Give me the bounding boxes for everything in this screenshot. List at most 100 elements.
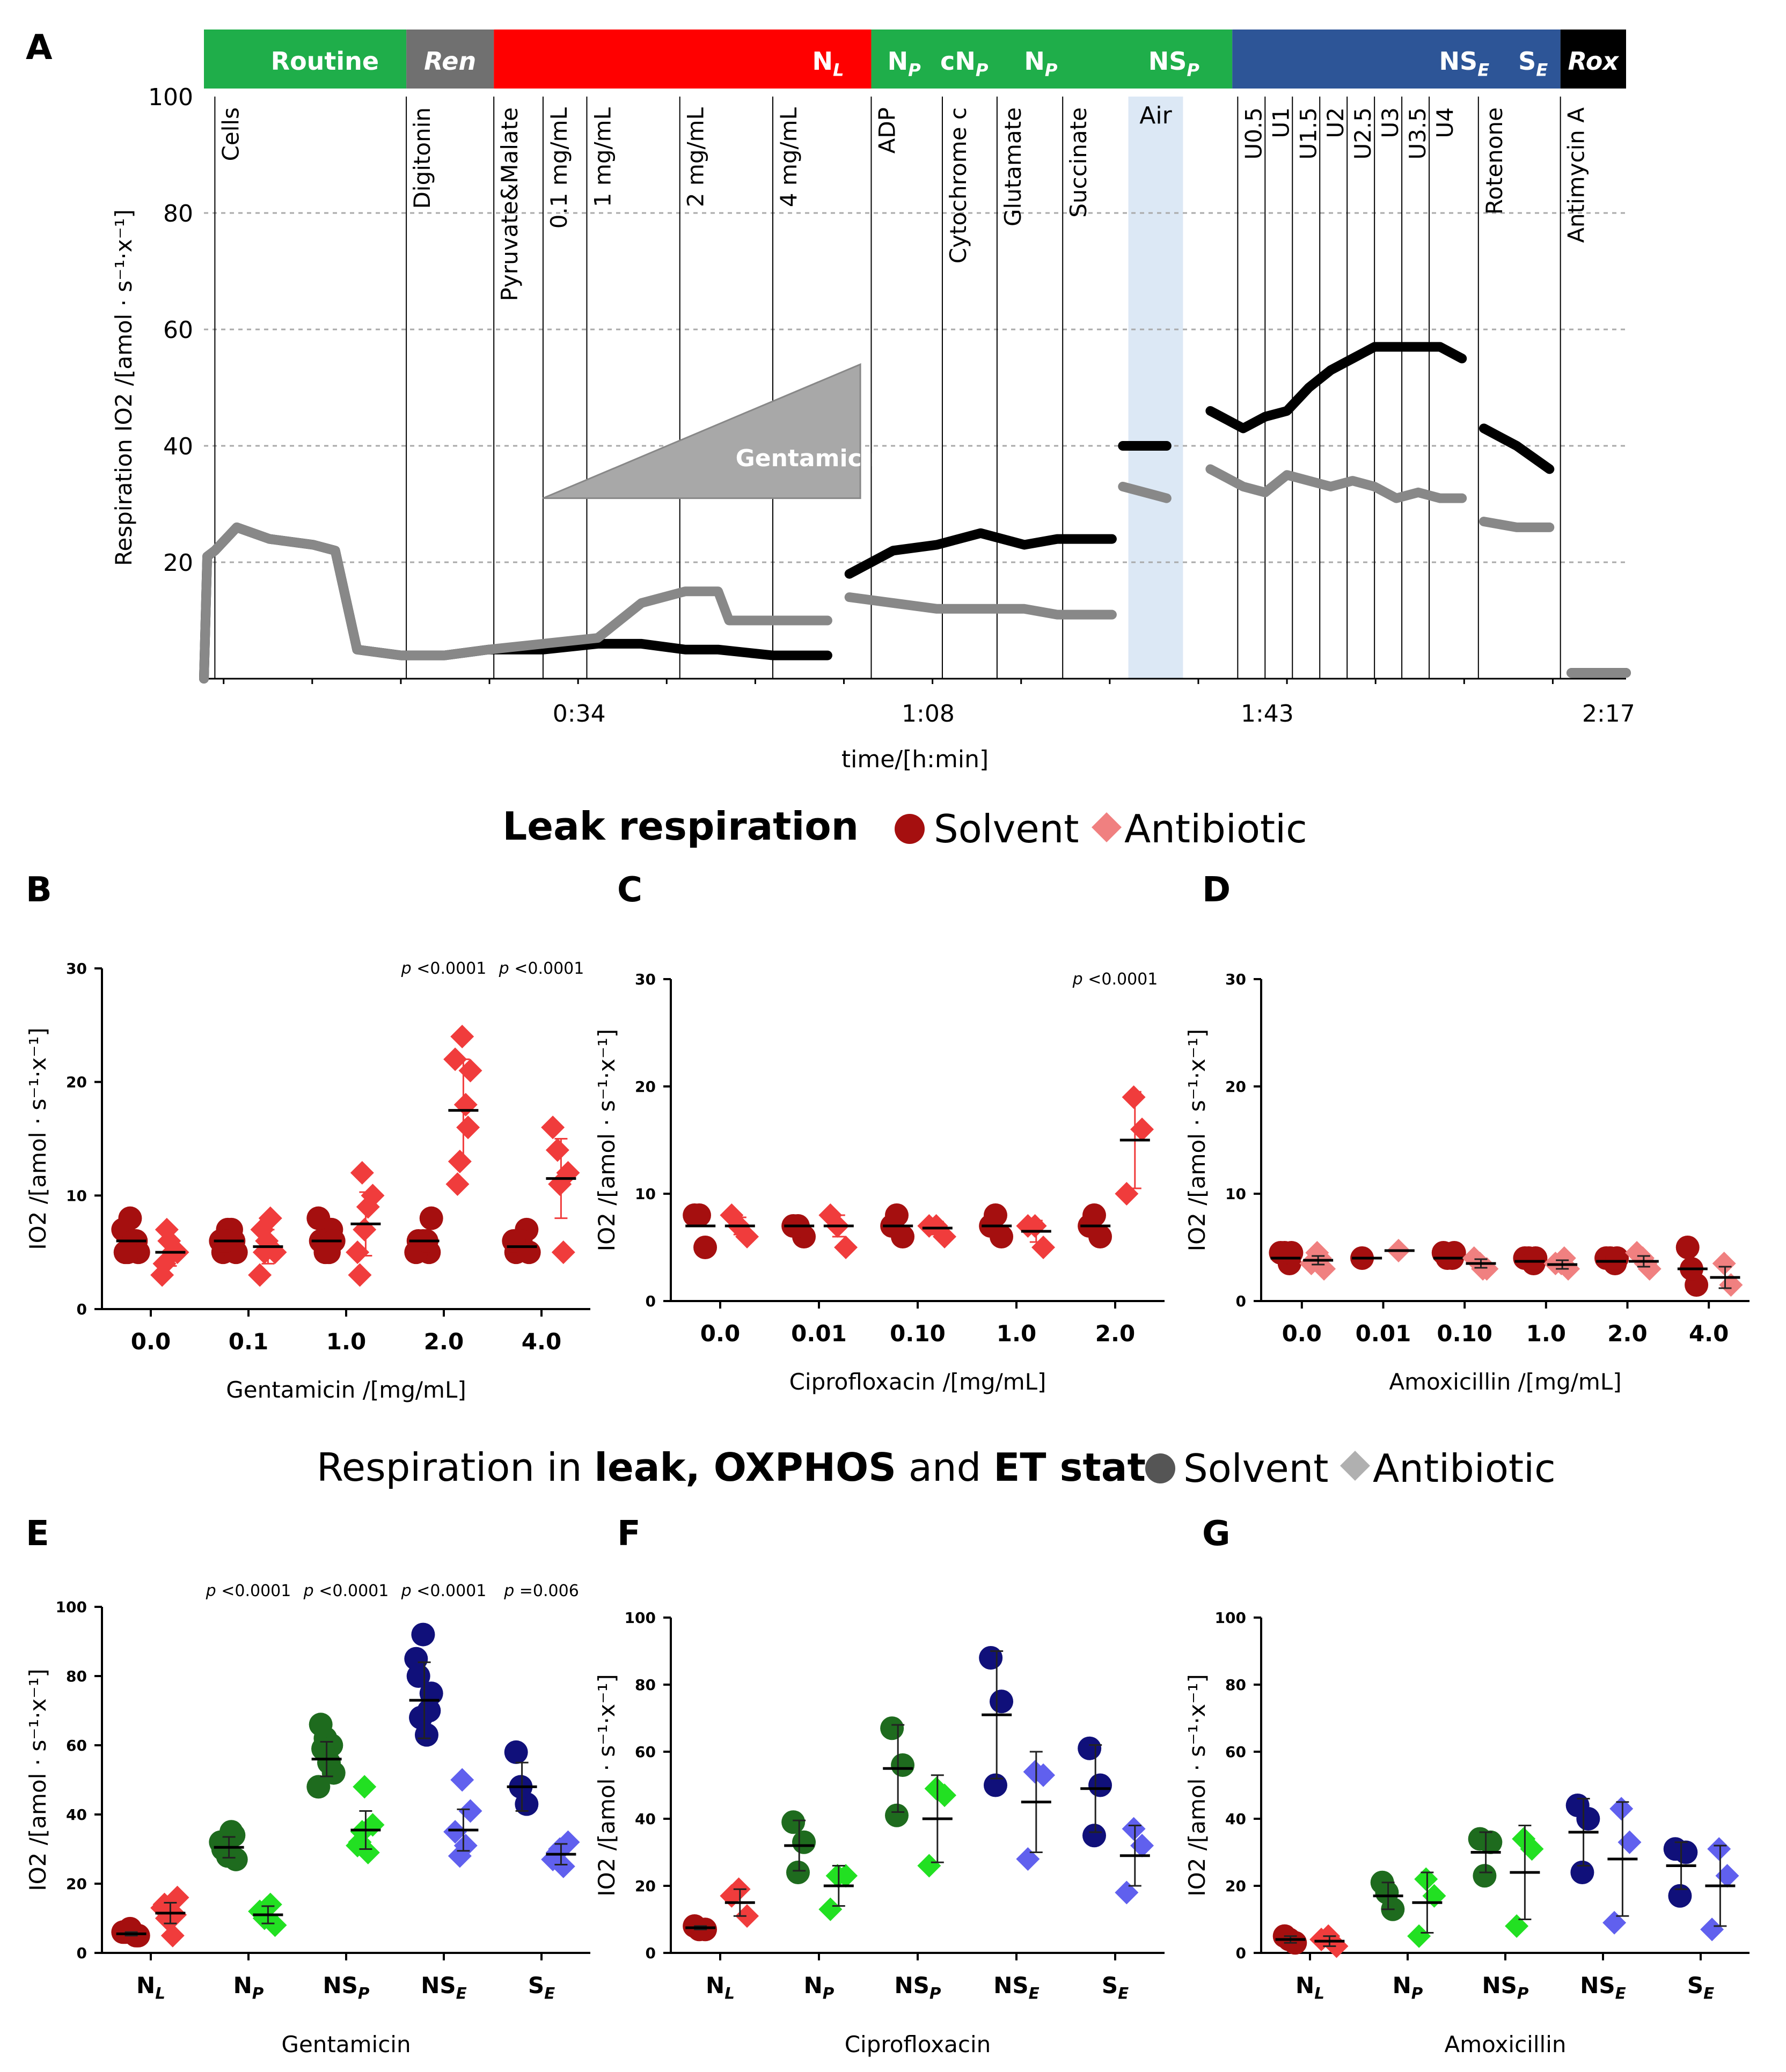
x-tick-label: 0.0 — [131, 1328, 171, 1355]
y-tick-label: 0 — [77, 1300, 87, 1318]
solvent-point — [504, 1740, 528, 1764]
x-tick-label-main: S — [1687, 1972, 1703, 1998]
x-tick-label-main: N — [1393, 1972, 1411, 1998]
state-bar-segment — [1232, 30, 1561, 89]
x-tick-label-main: N — [233, 1972, 252, 1998]
x-tick-label: 0.10 — [890, 1320, 946, 1347]
states-legend-part: Respiration in — [317, 1445, 594, 1490]
antibiotic-point — [1122, 1817, 1146, 1841]
antibiotic-point — [541, 1115, 565, 1140]
solvent-point — [1674, 1840, 1698, 1864]
solvent-point — [1668, 1884, 1692, 1908]
antibiotic-point — [545, 1840, 569, 1864]
y-axis-title: Respiration IO2 /[amol · s⁻¹·x⁻¹] — [111, 209, 137, 566]
p-value: <0.0001 — [412, 959, 487, 978]
y-tick-label: 20 — [635, 1078, 656, 1096]
y-tick-label: 60 — [66, 1737, 87, 1754]
state-label-main: S — [1518, 47, 1536, 76]
y-axis-title: IO2 /[amol · s⁻¹·x⁻¹] — [25, 1027, 51, 1250]
x-tick-label: 1.0 — [997, 1320, 1036, 1347]
x-tick-label: NSP — [323, 1972, 370, 2003]
solvent-point — [884, 1203, 909, 1227]
event-label: 0.1 mg/mL — [546, 107, 572, 229]
x-tick-label-main: S — [528, 1972, 544, 1998]
y-tick-label: 40 — [163, 433, 193, 460]
air-region — [1128, 97, 1183, 679]
solvent-point — [983, 1203, 1007, 1227]
x-axis-title: Amoxicillin /[mg/mL] — [1389, 1369, 1621, 1395]
solvent-point — [1473, 1864, 1497, 1888]
event-label: Pyruvate&Malate — [496, 107, 523, 301]
state-label-main: NS — [1439, 47, 1478, 76]
state-label-sub: P — [976, 60, 989, 80]
states-legend: Respiration in leak, OXPHOS and ET state… — [317, 1445, 1556, 1491]
x-tick-label-main: S — [1102, 1972, 1118, 1998]
solvent-point — [1605, 1246, 1629, 1270]
event-label: U4 — [1432, 107, 1458, 138]
event-label: U1.5 — [1295, 107, 1321, 160]
x-tick-label-sub: P — [252, 1985, 264, 2003]
x-axis-title: Gentamicin — [281, 2031, 411, 2058]
p-value-label: p <0.0001 — [1072, 970, 1158, 989]
x-tick-label-main: NS — [421, 1972, 456, 1998]
solvent-point — [786, 1861, 810, 1884]
antibiotic-point — [1130, 1834, 1154, 1857]
y-tick-label: 80 — [1225, 1676, 1246, 1694]
solvent-point — [979, 1646, 1003, 1670]
p-value: <0.0001 — [509, 959, 584, 978]
panel-letter-a: A — [26, 28, 53, 68]
antibiotic-point — [350, 1161, 374, 1185]
state-label-sub: L — [833, 60, 844, 80]
legend-solvent-marker — [895, 814, 925, 844]
legend-antibiotic-label: Antibiotic — [1373, 1446, 1556, 1491]
antibiotic-point — [1700, 1917, 1724, 1942]
solvent-point — [317, 1240, 341, 1265]
p-value-label: p <0.0001 — [401, 1582, 487, 1600]
y-tick-label: 80 — [66, 1667, 87, 1685]
solvent-point — [983, 1773, 1007, 1797]
x-tick-label: SE — [1687, 1972, 1714, 2003]
antibiotic-point — [545, 1138, 569, 1162]
solvent-point — [1478, 1830, 1503, 1854]
solvent-point — [1375, 1880, 1399, 1905]
panel-letter-b: B — [26, 870, 52, 910]
y-tick-label: 30 — [635, 971, 656, 988]
antibiotic-point — [1122, 1085, 1146, 1109]
solvent-point — [1524, 1246, 1548, 1270]
state-label-main: Routine — [271, 47, 379, 76]
panel-letter-f: F — [617, 1514, 641, 1554]
states-legend-title: Respiration in leak, OXPHOS and ET state — [317, 1445, 1172, 1490]
solvent-point — [1570, 1861, 1594, 1884]
antibiotic-point — [1407, 1924, 1431, 1948]
y-tick-label: 60 — [163, 317, 193, 344]
antibiotic-point — [818, 1203, 843, 1227]
state-bar-segment — [406, 30, 494, 89]
x-tick-label-sub: L — [1314, 1985, 1324, 2003]
x-tick-label: 1:08 — [902, 700, 955, 728]
solvent-point — [224, 1847, 248, 1871]
x-tick-label: 1.0 — [1526, 1320, 1566, 1347]
y-tick-label: 20 — [635, 1877, 656, 1895]
solvent-point — [693, 1236, 718, 1259]
states-legend-part: OXPHOS — [714, 1445, 896, 1490]
p-symbol: p — [1072, 970, 1083, 989]
y-tick-label: 80 — [163, 200, 193, 227]
event-label: Digitonin — [409, 107, 435, 209]
y-tick-label: 10 — [1225, 1185, 1246, 1203]
legend-antibiotic-label: Antibiotic — [1124, 806, 1307, 851]
antibiotic-point — [1617, 1830, 1642, 1854]
solvent-point — [502, 1229, 526, 1253]
trace-antibiotic — [1205, 464, 1467, 503]
x-tick-label: NSE — [421, 1972, 466, 2003]
antibiotic-point — [834, 1236, 858, 1259]
antibiotic-point — [445, 1172, 470, 1196]
panel-letter-e: E — [26, 1514, 49, 1554]
solvent-point — [116, 1240, 140, 1265]
leak-respiration-legend: Leak respiration Solvent Antibiotic — [502, 804, 1307, 851]
p-value: <0.0001 — [412, 1582, 487, 1600]
event-label: U0.5 — [1240, 107, 1267, 160]
gentamicin-gradient-triangle — [543, 363, 861, 499]
event-label: U3.5 — [1404, 107, 1431, 160]
event-label: ADP — [874, 107, 900, 153]
x-axis-title: Ciprofloxacin /[mg/mL] — [789, 1369, 1046, 1395]
